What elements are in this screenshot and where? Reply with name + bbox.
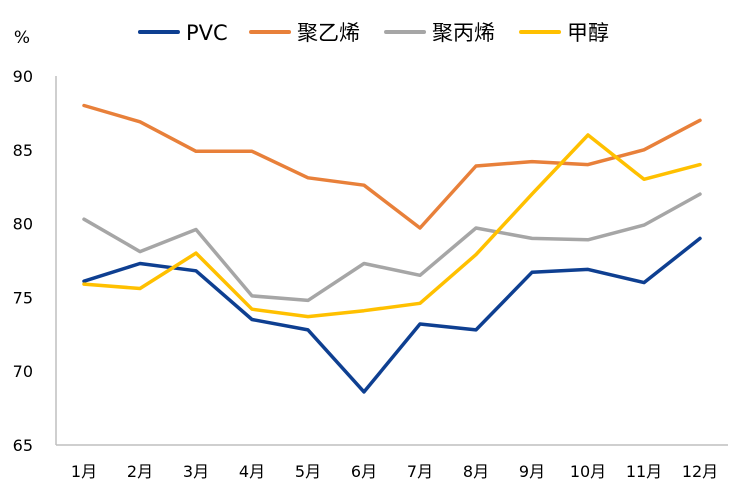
series-line-2 bbox=[82, 192, 702, 303]
y-tick-label: 70 bbox=[13, 362, 33, 381]
x-tick-label: 2月 bbox=[127, 462, 153, 481]
x-tick-label: 8月 bbox=[463, 462, 489, 481]
x-tick-label: 11月 bbox=[626, 462, 662, 481]
series-lines bbox=[82, 103, 702, 394]
x-axis-ticks: 1月 2月 3月 4月 5月 6月 7月 8月 9月 10月 11月 12月 bbox=[71, 462, 718, 481]
x-tick-label: 6月 bbox=[351, 462, 377, 481]
legend-label-1: 聚乙烯 bbox=[297, 21, 360, 45]
legend: PVC 聚乙烯 聚丙烯 甲醇 bbox=[137, 21, 609, 45]
y-axis-unit: % bbox=[14, 28, 30, 48]
series-line-0 bbox=[82, 236, 702, 394]
legend-label-2: 聚丙烯 bbox=[432, 21, 495, 45]
x-tick-label: 5月 bbox=[295, 462, 321, 481]
legend-label-0: PVC bbox=[186, 21, 228, 45]
y-tick-label: 75 bbox=[13, 288, 33, 307]
series-line-3 bbox=[82, 133, 702, 319]
x-tick-label: 7月 bbox=[407, 462, 433, 481]
y-tick-label: 85 bbox=[13, 141, 33, 160]
x-tick-label: 4月 bbox=[239, 462, 265, 481]
legend-label-3: 甲醇 bbox=[567, 21, 609, 45]
x-tick-label: 12月 bbox=[682, 462, 718, 481]
y-tick-label: 90 bbox=[13, 67, 33, 86]
y-axis-ticks: 65 70 75 80 85 90 bbox=[13, 67, 33, 455]
x-tick-label: 9月 bbox=[519, 462, 545, 481]
x-tick-label: 3月 bbox=[183, 462, 209, 481]
y-tick-label: 80 bbox=[13, 215, 33, 234]
x-tick-label: 10月 bbox=[570, 462, 606, 481]
series-line-1 bbox=[82, 103, 702, 230]
y-tick-label: 65 bbox=[13, 436, 33, 455]
x-tick-label: 1月 bbox=[71, 462, 97, 481]
